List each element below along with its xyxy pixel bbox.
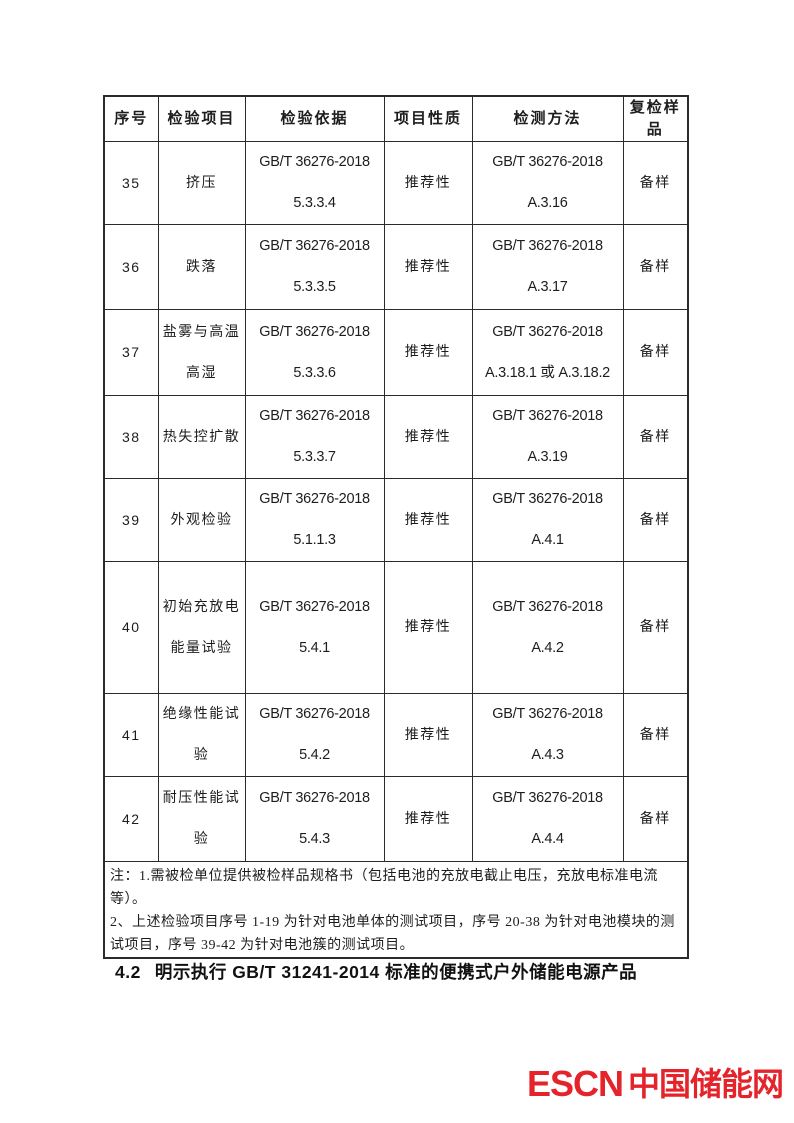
- cell-method: GB/T 36276-2018 A.3.16: [471, 141, 624, 225]
- cell-no: 37: [103, 309, 159, 396]
- cell-nature: 推荐性: [383, 141, 473, 225]
- cell-item: 耐压性能试验: [157, 776, 246, 862]
- col-header-sample: 复检样品: [622, 95, 689, 142]
- cell-sample: 备样: [622, 141, 689, 225]
- cell-no: 35: [103, 141, 159, 225]
- table-note-2: 2、上述检验项目序号 1-19 为针对电池单体的测试项目，序号 20-38 为针…: [110, 915, 675, 953]
- cell-nature: 推荐性: [383, 478, 473, 562]
- cell-sample: 备样: [622, 395, 689, 479]
- cell-item: 挤压: [157, 141, 246, 225]
- cell-item: 外观检验: [157, 478, 246, 562]
- section-title: 明示执行 GB/T 31241-2014 标准的便携式户外储能电源产品: [154, 962, 638, 982]
- col-header-nature: 项目性质: [383, 95, 473, 142]
- cell-basis: GB/T 36276-2018 5.4.2: [244, 693, 385, 777]
- table-header: 序号 检验项目 检验依据 项目性质 检测方法 复检样品: [103, 95, 689, 142]
- table-footer-notes: 注：1.需被检单位提供被检样品规格书（包括电池的充放电截止电压，充放电标准电流等…: [103, 861, 689, 959]
- table-row: 42 耐压性能试验 GB/T 36276-2018 5.4.3 推荐性 GB/T 3627…: [103, 776, 689, 862]
- cell-sample: 备样: [622, 693, 689, 777]
- table-body: 35 挤压 GB/T 36276-2018 5.3.3.4 推荐性 GB/T 36276-…: [103, 141, 689, 862]
- cell-sample: 备样: [622, 224, 689, 310]
- cell-item: 热失控扩散: [157, 395, 246, 479]
- cell-method: GB/T 36276-2018 A.4.4: [471, 776, 624, 862]
- cell-basis: GB/T 36276-2018 5.3.3.6: [244, 309, 385, 396]
- cell-sample: 备样: [622, 309, 689, 396]
- table-row: 38 热失控扩散 GB/T 36276-2018 5.3.3.7 推荐性 GB/T 362…: [103, 395, 689, 479]
- cell-no: 39: [103, 478, 159, 562]
- cell-no: 41: [103, 693, 159, 777]
- col-header-item: 检验项目: [157, 95, 246, 142]
- notes-cell: 注：1.需被检单位提供被检样品规格书（包括电池的充放电截止电压，充放电标准电流等…: [103, 861, 689, 959]
- section-number: 4.2: [115, 962, 141, 982]
- inspection-items-table: 序号 检验项目 检验依据 项目性质 检测方法 复检样品 35 挤压 GB/T 362…: [103, 95, 689, 959]
- table-row: 39 外观检验 GB/T 36276-2018 5.1.1.3 推荐性 GB/T 3627…: [103, 478, 689, 562]
- cell-no: 38: [103, 395, 159, 479]
- cell-method: GB/T 36276-2018 A.3.19: [471, 395, 624, 479]
- escn-logo-en-text: ESCN: [526, 1063, 624, 1104]
- cell-no: 36: [103, 224, 159, 310]
- col-header-method: 检测方法: [471, 95, 624, 142]
- cell-nature: 推荐性: [383, 395, 473, 479]
- table-row: 36 跌落 GB/T 36276-2018 5.3.3.5 推荐性 GB/T 36276-…: [103, 224, 689, 310]
- table-row: 35 挤压 GB/T 36276-2018 5.3.3.4 推荐性 GB/T 36276-…: [103, 141, 689, 225]
- cell-basis: GB/T 36276-2018 5.4.3: [244, 776, 385, 862]
- cell-basis: GB/T 36276-2018 5.3.3.4: [244, 141, 385, 225]
- cell-nature: 推荐性: [383, 561, 473, 694]
- escn-logo: ESCN 中国储能网: [526, 1063, 784, 1104]
- cell-method: GB/T 36276-2018 A.4.3: [471, 693, 624, 777]
- cell-item: 跌落: [157, 224, 246, 310]
- cell-basis: GB/T 36276-2018 5.4.1: [244, 561, 385, 694]
- cell-method: GB/T 36276-2018 A.3.17: [471, 224, 624, 310]
- cell-basis: GB/T 36276-2018 5.1.1.3: [244, 478, 385, 562]
- table-row: 41 绝缘性能试验 GB/T 36276-2018 5.4.2 推荐性 GB/T 3627…: [103, 693, 689, 777]
- cell-nature: 推荐性: [383, 309, 473, 396]
- table-row: 40 初始充放电能量试验 GB/T 36276-2018 5.4.1 推荐性 GB/T 3…: [103, 561, 689, 694]
- cell-basis: GB/T 36276-2018 5.3.3.5: [244, 224, 385, 310]
- table-header-row: 序号 检验项目 检验依据 项目性质 检测方法 复检样品: [103, 95, 689, 142]
- cell-nature: 推荐性: [383, 776, 473, 862]
- cell-method: GB/T 36276-2018 A.4.1: [471, 478, 624, 562]
- cell-basis: GB/T 36276-2018 5.3.3.7: [244, 395, 385, 479]
- cell-nature: 推荐性: [383, 693, 473, 777]
- col-header-basis: 检验依据: [244, 95, 385, 142]
- cell-no: 40: [103, 561, 159, 694]
- cell-nature: 推荐性: [383, 224, 473, 310]
- table-note-1: 注：1.需被检单位提供被检样品规格书（包括电池的充放电截止电压，充放电标准电流等…: [110, 869, 658, 907]
- table-row: 37 盐雾与高温高湿 GB/T 36276-2018 5.3.3.6 推荐性 GB/T 3…: [103, 309, 689, 396]
- cell-method: GB/T 36276-2018 A.4.2: [471, 561, 624, 694]
- cell-item: 初始充放电能量试验: [157, 561, 246, 694]
- cell-sample: 备样: [622, 776, 689, 862]
- cell-method: GB/T 36276-2018 A.3.18.1 或 A.3.18.2: [471, 309, 624, 396]
- section-heading: 4.2 明示执行 GB/T 31241-2014 标准的便携式户外储能电源产品: [115, 959, 715, 984]
- cell-no: 42: [103, 776, 159, 862]
- col-header-seq: 序号: [103, 95, 159, 142]
- cell-sample: 备样: [622, 478, 689, 562]
- notes-row: 注：1.需被检单位提供被检样品规格书（包括电池的充放电截止电压，充放电标准电流等…: [103, 861, 689, 959]
- cell-sample: 备样: [622, 561, 689, 694]
- cell-item: 盐雾与高温高湿: [157, 309, 246, 396]
- cell-item: 绝缘性能试验: [157, 693, 246, 777]
- escn-logo-cn-text: 中国储能网: [627, 1066, 784, 1102]
